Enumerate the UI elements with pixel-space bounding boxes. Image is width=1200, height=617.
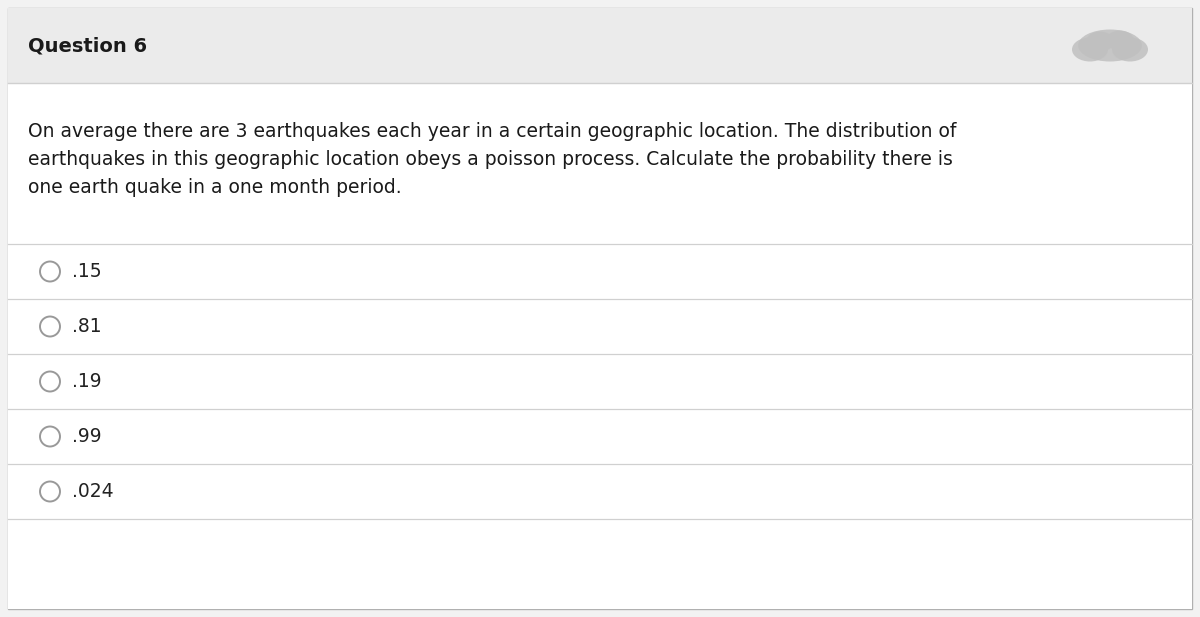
Ellipse shape [1078, 30, 1142, 62]
Ellipse shape [1072, 38, 1108, 62]
Text: Question 6: Question 6 [28, 36, 148, 55]
Text: .024: .024 [72, 482, 114, 501]
Text: .15: .15 [72, 262, 102, 281]
Text: .19: .19 [72, 372, 102, 391]
Ellipse shape [1112, 38, 1148, 62]
Text: one earth quake in a one month period.: one earth quake in a one month period. [28, 178, 402, 197]
Text: On average there are 3 earthquakes each year in a certain geographic location. T: On average there are 3 earthquakes each … [28, 122, 956, 141]
Text: .99: .99 [72, 427, 102, 446]
Text: earthquakes in this geographic location obeys a poisson process. Calculate the p: earthquakes in this geographic location … [28, 150, 953, 169]
FancyBboxPatch shape [8, 84, 1192, 609]
FancyBboxPatch shape [8, 8, 1192, 609]
Ellipse shape [1106, 30, 1134, 51]
FancyBboxPatch shape [8, 8, 1192, 83]
Text: .81: .81 [72, 317, 102, 336]
Ellipse shape [1086, 31, 1114, 51]
